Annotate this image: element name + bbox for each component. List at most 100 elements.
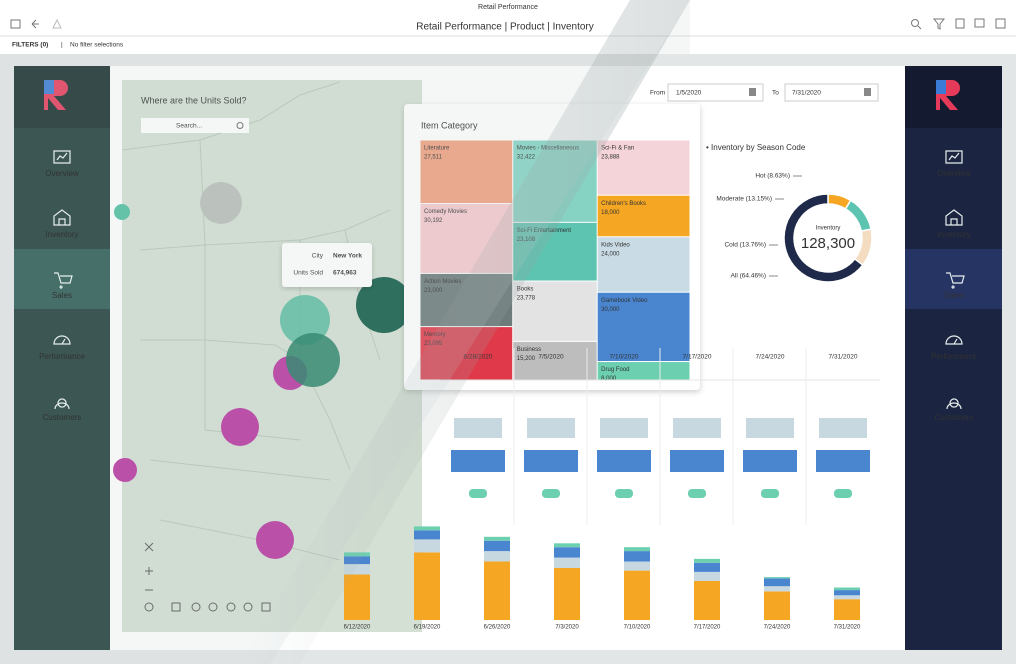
bubble[interactable] (114, 204, 130, 220)
timeline-block[interactable] (454, 418, 502, 438)
timeline-block[interactable] (746, 418, 794, 438)
bar-segment[interactable] (694, 571, 720, 581)
nav-icon[interactable] (54, 272, 73, 289)
toolbar-right[interactable] (911, 18, 1006, 30)
nav-label[interactable]: Performance (931, 352, 977, 361)
timeline-block[interactable] (527, 418, 575, 438)
timeline-block[interactable] (600, 418, 648, 438)
timeline-block[interactable] (743, 450, 797, 472)
timeline-block[interactable] (819, 418, 867, 438)
bar-segment[interactable] (554, 568, 580, 620)
bubble[interactable] (256, 521, 294, 559)
bar-segment[interactable] (834, 595, 860, 600)
map-controls[interactable] (144, 542, 271, 612)
nav-icon[interactable] (53, 209, 71, 226)
treemap-cell[interactable] (597, 195, 690, 237)
treemap-cell[interactable] (597, 292, 690, 362)
treemap-cell[interactable] (513, 341, 597, 380)
timeline-pill[interactable] (469, 489, 487, 498)
donut-segment[interactable] (783, 193, 864, 283)
nav-label[interactable]: Overview (45, 169, 79, 178)
bar-segment[interactable] (764, 591, 790, 620)
bar-segment[interactable] (554, 547, 580, 558)
nav-label[interactable]: Sales (944, 291, 964, 300)
from-date[interactable]: 1/5/2020 (676, 90, 702, 97)
bar-segment[interactable] (624, 570, 650, 620)
bar-segment[interactable] (834, 599, 860, 620)
bar-segment[interactable] (764, 577, 790, 579)
nav-icon[interactable] (53, 335, 71, 345)
bubble[interactable] (113, 458, 137, 482)
nav-label[interactable]: Inventory (938, 230, 971, 239)
to-input[interactable] (784, 83, 879, 102)
from-input[interactable] (667, 83, 764, 102)
nav-label[interactable]: Customers (935, 413, 974, 422)
bar-segment[interactable] (414, 539, 440, 553)
bar-segment[interactable] (484, 540, 510, 552)
bubble[interactable] (200, 182, 242, 224)
nav-label[interactable]: Overview (937, 169, 971, 178)
search-placeholder[interactable]: Search... (176, 123, 202, 130)
calendar-icon[interactable] (749, 88, 756, 96)
bar-segment[interactable] (484, 561, 510, 621)
bubble[interactable] (286, 333, 340, 387)
timeline-block[interactable] (816, 450, 870, 472)
bar-segment[interactable] (694, 581, 720, 620)
timeline-block[interactable] (451, 450, 505, 472)
bar-segment[interactable] (344, 574, 370, 621)
timeline-pill[interactable] (615, 489, 633, 498)
treemap-cell[interactable] (597, 237, 690, 292)
bar-segment[interactable] (554, 557, 580, 568)
toolbar-left[interactable] (10, 18, 62, 29)
nav-icon[interactable] (946, 398, 962, 410)
bar-segment[interactable] (834, 587, 860, 591)
bar-segment[interactable] (414, 530, 440, 540)
search-box[interactable] (141, 118, 249, 133)
bubble[interactable] (356, 277, 412, 333)
bar-segment[interactable] (414, 526, 440, 531)
timeline-block[interactable] (670, 450, 724, 472)
nav-label[interactable]: Customers (43, 413, 82, 422)
bar-segment[interactable] (764, 586, 790, 592)
nav-icon[interactable] (54, 398, 70, 410)
timeline-pill[interactable] (542, 489, 560, 498)
bar-segment[interactable] (554, 543, 580, 548)
treemap-cell[interactable] (513, 281, 597, 341)
treemap-cell[interactable] (420, 140, 513, 204)
nav-icon[interactable] (945, 150, 963, 164)
timeline-block[interactable] (597, 450, 651, 472)
bar-segment[interactable] (764, 578, 790, 587)
timeline-block[interactable] (673, 418, 721, 438)
bar-segment[interactable] (484, 551, 510, 562)
nav-label[interactable]: Sales (52, 291, 72, 300)
bar-segment[interactable] (694, 558, 720, 563)
nav-icon[interactable] (53, 150, 71, 164)
timeline-pill[interactable] (834, 489, 852, 498)
treemap-cell[interactable] (597, 362, 690, 380)
timeline-pill[interactable] (688, 489, 706, 498)
bar-segment[interactable] (344, 564, 370, 575)
bar-segment[interactable] (624, 551, 650, 562)
nav-label[interactable]: Performance (39, 352, 85, 361)
bar-segment[interactable] (624, 547, 650, 552)
filters[interactable]: FILTERS (0) (12, 42, 48, 49)
donut: Hot (8.63%) Moderate (13.15%) Cold (13.76%… (716, 173, 873, 283)
bubble[interactable] (280, 295, 330, 345)
bar-segment[interactable] (414, 552, 440, 620)
treemap-label: Drug Food (601, 367, 629, 373)
bar-segment[interactable] (834, 590, 860, 596)
nav-label[interactable]: Inventory (46, 230, 79, 239)
bar-segment[interactable] (694, 562, 720, 572)
bar-segment[interactable] (624, 561, 650, 571)
bubble[interactable] (221, 408, 259, 446)
bar-segment[interactable] (484, 536, 510, 541)
nav-icon[interactable] (946, 272, 965, 289)
calendar-icon[interactable] (864, 88, 871, 96)
logo-area (14, 66, 110, 128)
to-date[interactable]: 7/31/2020 (792, 90, 821, 97)
nav-icon[interactable] (945, 209, 963, 226)
nav-icon[interactable] (945, 335, 963, 345)
treemap-cell[interactable] (597, 140, 690, 195)
timeline-block[interactable] (524, 450, 578, 472)
timeline-pill[interactable] (761, 489, 779, 498)
